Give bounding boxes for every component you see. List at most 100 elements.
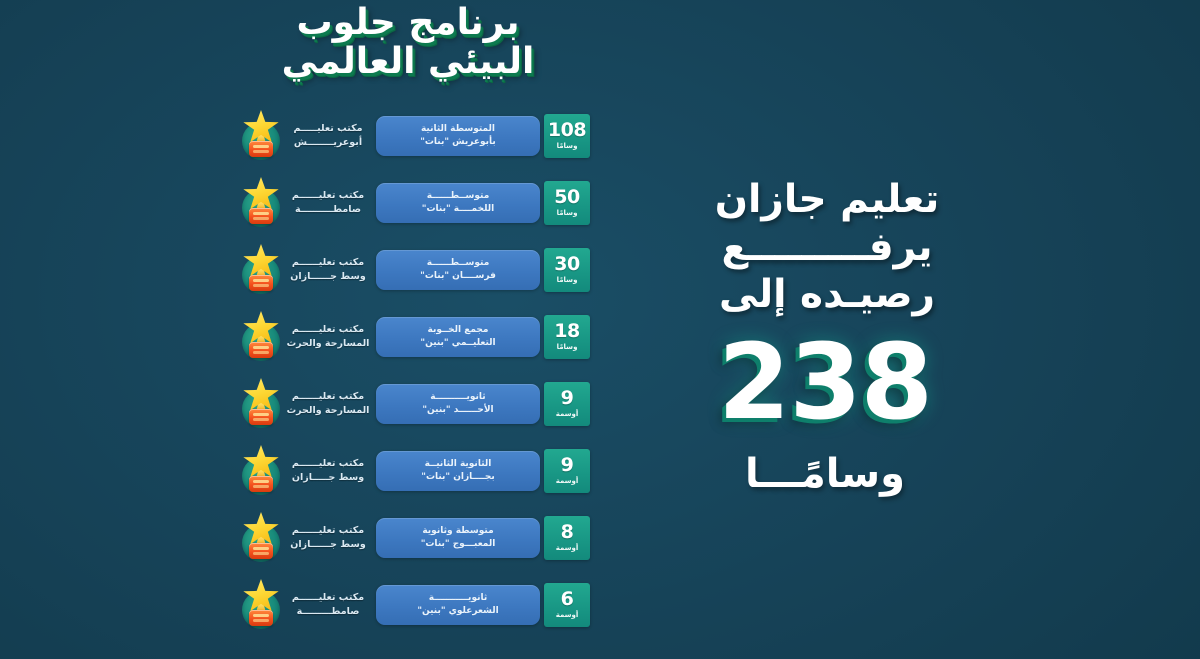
medal-ribbon-icon: [256, 201, 266, 211]
medal-body-icon: [249, 409, 273, 425]
office-line1: مكتب تعليــــــم: [291, 525, 365, 537]
medal-count-unit: وسامًا: [556, 343, 578, 352]
office-line1: مكتب تعليــــــم: [291, 324, 365, 336]
medal-count-badge: 6 أوسمة: [544, 583, 590, 627]
medal-ribbon-icon: [256, 469, 266, 479]
ranking-row: مكتب تعليــــــم صامطـــــــــة ثانويـــــ…: [236, 579, 596, 631]
medal-count-number: 18: [554, 320, 580, 343]
program-title-line2: البيئي العالمي: [281, 40, 535, 82]
school-line1: الثانوية الثانيــة: [424, 458, 492, 469]
medal-star-icon: [236, 244, 286, 296]
medal-count-number: 9: [560, 387, 574, 410]
medal-body-icon: [249, 275, 273, 291]
medal-star-icon: [236, 579, 286, 631]
medal-star-icon: [236, 110, 286, 162]
medal-count-badge: 9 أوسمة: [544, 449, 590, 493]
medal-count-number: 9: [560, 454, 574, 477]
medal-count-badge: 50 وسامًا: [544, 181, 590, 225]
medal-count-badge: 30 وسامًا: [544, 248, 590, 292]
office-line2: صامطـــــــــة: [296, 606, 360, 617]
medal-count-badge: 8 أوسمة: [544, 516, 590, 560]
school-name-pill: المتوسطة الثانية بأبوعريش "بنات": [376, 116, 540, 156]
medal-ribbon-icon: [256, 268, 266, 278]
education-office-name: مكتب تعليــــــم صامطـــــــــة: [284, 591, 372, 619]
education-office-name: مكتب تعليــــــم وسط جــــــازان: [284, 524, 372, 552]
medal-body-icon: [249, 342, 273, 358]
medal-body-icon: [249, 610, 273, 626]
office-line2: وسط جـــــازان: [291, 472, 365, 483]
medal-count-badge: 18 وسامًا: [544, 315, 590, 359]
school-line2: اللخمــــة "بنات": [421, 204, 495, 214]
ranking-row: مكتب تعليــــــم صامطــــــــــة متوســطــ…: [236, 177, 596, 229]
medal-count-unit: أوسمة: [555, 611, 579, 620]
medal-body-icon: [249, 208, 273, 224]
headline-block: تعليم جازان يرفـــــــــع رصيـده إلى: [712, 176, 942, 319]
headline-line3: رصيـده إلى: [719, 272, 935, 318]
education-office-name: مكتب تعليــــــم المسارحة والحرث: [284, 390, 372, 418]
medal-ribbon-icon: [256, 536, 266, 546]
medal-star-icon: [236, 378, 286, 430]
program-title: برنامج جلوب البيئي العالمي: [238, 2, 578, 82]
headline-line1: تعليم جازان: [714, 177, 940, 222]
medal-ribbon-icon: [256, 603, 266, 613]
school-line1: متوســطــــــة: [426, 257, 490, 268]
school-line1: ثانويــــــــــة: [430, 391, 486, 402]
school-name-pill: متوســطــــــة فرســــان "بنات": [376, 250, 540, 290]
ranking-row: مكتب تعليــــــم وسط جــــــازان متوســطــ…: [236, 244, 596, 296]
school-name-pill: مجمع الخــوبة التعليــمي "بنين": [376, 317, 540, 357]
ranking-row: مكتب تعليــــــم المسارحة والحرث مجمع الخـ…: [236, 311, 596, 361]
school-line1: متوســطــــــة: [426, 190, 490, 201]
medal-count-number: 50: [554, 186, 580, 209]
school-name-pill: متوســطــــــة اللخمــــة "بنات": [376, 183, 540, 223]
school-ranking-list: مكتب تعليـــــم أبوعريــــــــش المتوسطة ا…: [236, 110, 596, 631]
school-line1: متوسطة وثانوية: [422, 525, 494, 536]
medal-body-icon: [249, 476, 273, 492]
office-line2: المسارحة والحرث: [286, 338, 370, 349]
school-name-pill: ثانويـــــــــــة الشعرعلوي "بنين": [376, 585, 540, 625]
medal-count-unit: وسامًا: [556, 142, 578, 151]
school-line2: فرســــان "بنات": [420, 271, 496, 281]
medal-count-unit: أوسمة: [555, 410, 579, 419]
school-line2: المعبـــوج "بنات": [420, 539, 496, 549]
medal-count-badge: 9 أوسمة: [544, 382, 590, 426]
education-office-name: مكتب تعليــــــم وسط جـــــازان: [284, 457, 372, 485]
medal-count-unit: وسامًا: [556, 276, 578, 285]
education-office-name: مكتب تعليــــــم المسارحة والحرث: [284, 323, 372, 351]
ranking-row: مكتب تعليــــــم المسارحة والحرث ثانويــــ…: [236, 378, 596, 430]
school-name-pill: الثانوية الثانيــة بجــــازان "بنات": [376, 451, 540, 491]
school-line1: المتوسطة الثانية: [420, 123, 496, 134]
medal-star-icon: [236, 445, 286, 497]
education-office-name: مكتب تعليــــــم وسط جــــــازان: [284, 256, 372, 284]
program-title-line1: برنامج جلوب: [296, 2, 520, 43]
office-line2: المسارحة والحرث: [286, 405, 370, 416]
medal-count-number: 108: [547, 119, 587, 142]
medal-count-number: 8: [560, 521, 574, 544]
total-medals-unit: وسامًـــا: [744, 451, 906, 497]
medal-count-number: 30: [554, 253, 580, 276]
office-line1: مكتب تعليــــــم: [291, 458, 365, 470]
ranking-row: مكتب تعليــــــم وسط جــــــازان متوسطة وث…: [236, 512, 596, 564]
medal-ribbon-icon: [256, 402, 266, 412]
office-line2: صامطــــــــــة: [294, 204, 362, 215]
medal-ribbon-icon: [256, 335, 266, 345]
office-line1: مكتب تعليــــــم: [291, 190, 365, 202]
office-line2: وسط جــــــازان: [290, 539, 366, 550]
school-line1: مجمع الخــوبة: [427, 324, 489, 335]
medal-count-badge: 108 وسامًا: [544, 114, 590, 158]
medal-ribbon-icon: [256, 134, 266, 144]
medal-count-unit: أوسمة: [555, 477, 579, 486]
total-medals-number: 238: [717, 321, 933, 443]
school-line2: بجــــازان "بنات": [421, 472, 495, 482]
office-line1: مكتب تعليــــــم: [291, 592, 365, 604]
ranking-row: مكتب تعليــــــم وسط جـــــازان الثانوية ا…: [236, 445, 596, 497]
office-line1: مكتب تعليـــــم: [293, 123, 363, 135]
school-line2: الأحــــــد "بنين": [422, 405, 494, 415]
medal-count-unit: أوسمة: [555, 544, 579, 553]
medal-count-unit: وسامًا: [556, 209, 578, 218]
medal-star-icon: [236, 512, 286, 564]
school-line2: بأبوعريش "بنات": [420, 137, 496, 147]
medal-body-icon: [249, 543, 273, 559]
medal-star-icon: [236, 177, 286, 229]
education-office-name: مكتب تعليـــــم أبوعريــــــــش: [284, 122, 372, 150]
